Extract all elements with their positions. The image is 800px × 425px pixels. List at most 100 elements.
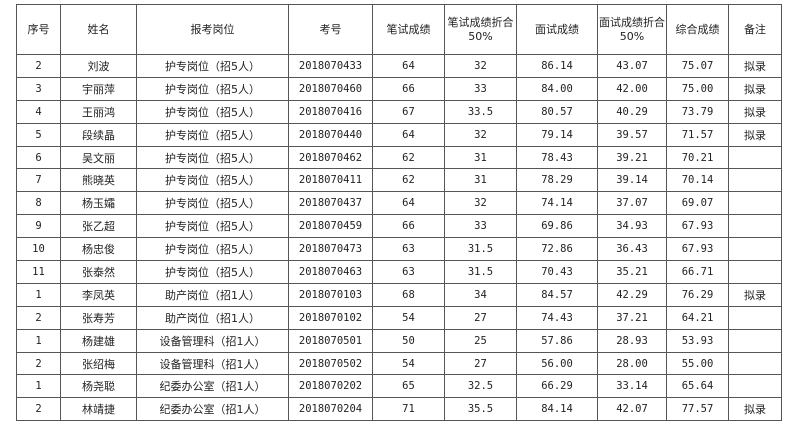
table-row: 2 林靖捷 纪委办公室（招1人） 2018070204 71 35.5 84.14 42.07… xyxy=(16,397,782,422)
cell-interview-score: 74.43 xyxy=(516,305,598,330)
cell-remark xyxy=(728,305,782,330)
cell-name: 杨玉孀 xyxy=(60,191,137,216)
cell-total-score: 75.00 xyxy=(666,76,729,101)
cell-written-score: 64 xyxy=(372,122,445,147)
table-row: 2 张寿芳 助产岗位（招1人） 2018070102 54 27 74.43 37.21 64.… xyxy=(16,305,782,330)
cell-position: 设备管理科（招1人） xyxy=(136,328,289,353)
header-row: 序号 姓名 报考岗位 考号 笔试成绩 笔试成绩折合50% 面试成绩 面试成绩折合50% 综合成绩… xyxy=(16,4,782,55)
cell-seq: 2 xyxy=(16,305,61,330)
cell-position: 护专岗位（招5人） xyxy=(136,76,289,101)
table-row: 10 杨忠俊 护专岗位（招5人） 2018070473 63 31.5 72.86 36.43… xyxy=(16,237,782,262)
cell-written-score: 66 xyxy=(372,214,445,239)
cell-remark: 拟录 xyxy=(728,76,782,101)
cell-remark xyxy=(728,214,782,239)
cell-exam-id: 2018070459 xyxy=(288,214,373,239)
cell-position: 助产岗位（招1人） xyxy=(136,305,289,330)
table-row: 2 张绍梅 设备管理科（招1人） 2018070502 54 27 56.00 28.00 55… xyxy=(16,351,782,376)
table-row: 2 刘波 护专岗位（招5人） 2018070433 64 32 86.14 43.07 75.0… xyxy=(16,54,782,78)
cell-written-50pct: 35.5 xyxy=(444,397,517,422)
cell-position: 护专岗位（招5人） xyxy=(136,122,289,147)
cell-name: 杨建雄 xyxy=(60,328,137,353)
cell-position: 设备管理科（招1人） xyxy=(136,351,289,376)
cell-total-score: 66.71 xyxy=(666,260,729,284)
cell-remark: 拟录 xyxy=(728,397,782,422)
cell-written-score: 71 xyxy=(372,397,445,422)
score-table: 序号 姓名 报考岗位 考号 笔试成绩 笔试成绩折合50% 面试成绩 面试成绩折合50% 综合成绩… xyxy=(16,4,782,422)
cell-position: 助产岗位（招1人） xyxy=(136,282,289,307)
cell-written-score: 62 xyxy=(372,168,445,193)
cell-interview-score: 66.29 xyxy=(516,374,598,399)
cell-exam-id: 2018070204 xyxy=(288,397,373,422)
cell-interview-50pct: 40.29 xyxy=(597,99,667,124)
cell-written-score: 65 xyxy=(372,374,445,399)
cell-written-score: 64 xyxy=(372,54,445,78)
cell-written-50pct: 32.5 xyxy=(444,374,517,399)
cell-total-score: 64.21 xyxy=(666,305,729,330)
header-written-50pct: 笔试成绩折合50% xyxy=(444,4,517,55)
cell-written-score: 62 xyxy=(372,145,445,170)
cell-exam-id: 2018070440 xyxy=(288,122,373,147)
cell-total-score: 75.07 xyxy=(666,54,729,78)
cell-remark xyxy=(728,145,782,170)
header-exam-id: 考号 xyxy=(288,4,373,55)
cell-name: 段续晶 xyxy=(60,122,137,147)
table-row: 1 李凤英 助产岗位（招1人） 2018070103 68 34 84.57 42.29 76.… xyxy=(16,282,782,307)
cell-position: 纪委办公室（招1人） xyxy=(136,397,289,422)
cell-seq: 9 xyxy=(16,214,61,239)
header-interview-score: 面试成绩 xyxy=(516,4,598,55)
table-row: 8 杨玉孀 护专岗位（招5人） 2018070437 64 32 74.14 37.07 69.… xyxy=(16,191,782,216)
cell-written-score: 50 xyxy=(372,328,445,353)
cell-written-50pct: 31.5 xyxy=(444,260,517,284)
cell-remark xyxy=(728,374,782,399)
cell-remark: 拟录 xyxy=(728,122,782,147)
header-name: 姓名 xyxy=(60,4,137,55)
cell-written-50pct: 32 xyxy=(444,191,517,216)
cell-exam-id: 2018070416 xyxy=(288,99,373,124)
cell-seq: 10 xyxy=(16,237,61,262)
cell-written-50pct: 27 xyxy=(444,351,517,376)
cell-interview-50pct: 28.00 xyxy=(597,351,667,376)
cell-name: 王丽鸿 xyxy=(60,99,137,124)
cell-written-50pct: 31 xyxy=(444,145,517,170)
cell-written-50pct: 33 xyxy=(444,76,517,101)
header-seq: 序号 xyxy=(16,4,61,55)
cell-name: 林靖捷 xyxy=(60,397,137,422)
cell-position: 护专岗位（招5人） xyxy=(136,145,289,170)
cell-interview-50pct: 39.14 xyxy=(597,168,667,193)
cell-remark: 拟录 xyxy=(728,99,782,124)
cell-interview-50pct: 37.21 xyxy=(597,305,667,330)
cell-interview-score: 84.57 xyxy=(516,282,598,307)
cell-interview-50pct: 35.21 xyxy=(597,260,667,284)
cell-total-score: 70.14 xyxy=(666,168,729,193)
cell-total-score: 71.57 xyxy=(666,122,729,147)
cell-total-score: 73.79 xyxy=(666,99,729,124)
cell-name: 张寿芳 xyxy=(60,305,137,330)
cell-seq: 2 xyxy=(16,351,61,376)
cell-name: 张泰然 xyxy=(60,260,137,284)
cell-name: 张绍梅 xyxy=(60,351,137,376)
cell-total-score: 53.93 xyxy=(666,328,729,353)
cell-remark xyxy=(728,191,782,216)
cell-position: 纪委办公室（招1人） xyxy=(136,374,289,399)
cell-written-score: 68 xyxy=(372,282,445,307)
cell-remark xyxy=(728,328,782,353)
cell-position: 护专岗位（招5人） xyxy=(136,214,289,239)
cell-interview-score: 84.00 xyxy=(516,76,598,101)
cell-total-score: 67.93 xyxy=(666,214,729,239)
cell-interview-score: 69.86 xyxy=(516,214,598,239)
cell-name: 杨尧聪 xyxy=(60,374,137,399)
cell-interview-50pct: 43.07 xyxy=(597,54,667,78)
cell-written-50pct: 34 xyxy=(444,282,517,307)
cell-seq: 1 xyxy=(16,374,61,399)
cell-exam-id: 2018070501 xyxy=(288,328,373,353)
header-remark: 备注 xyxy=(728,4,782,55)
cell-written-50pct: 27 xyxy=(444,305,517,330)
cell-written-score: 54 xyxy=(372,351,445,376)
cell-seq: 7 xyxy=(16,168,61,193)
table-row: 11 张泰然 护专岗位（招5人） 2018070463 63 31.5 70.43 35.21… xyxy=(16,260,782,284)
cell-interview-50pct: 36.43 xyxy=(597,237,667,262)
cell-remark xyxy=(728,237,782,262)
header-written-score: 笔试成绩 xyxy=(372,4,445,55)
cell-interview-score: 74.14 xyxy=(516,191,598,216)
cell-name: 宇丽萍 xyxy=(60,76,137,101)
